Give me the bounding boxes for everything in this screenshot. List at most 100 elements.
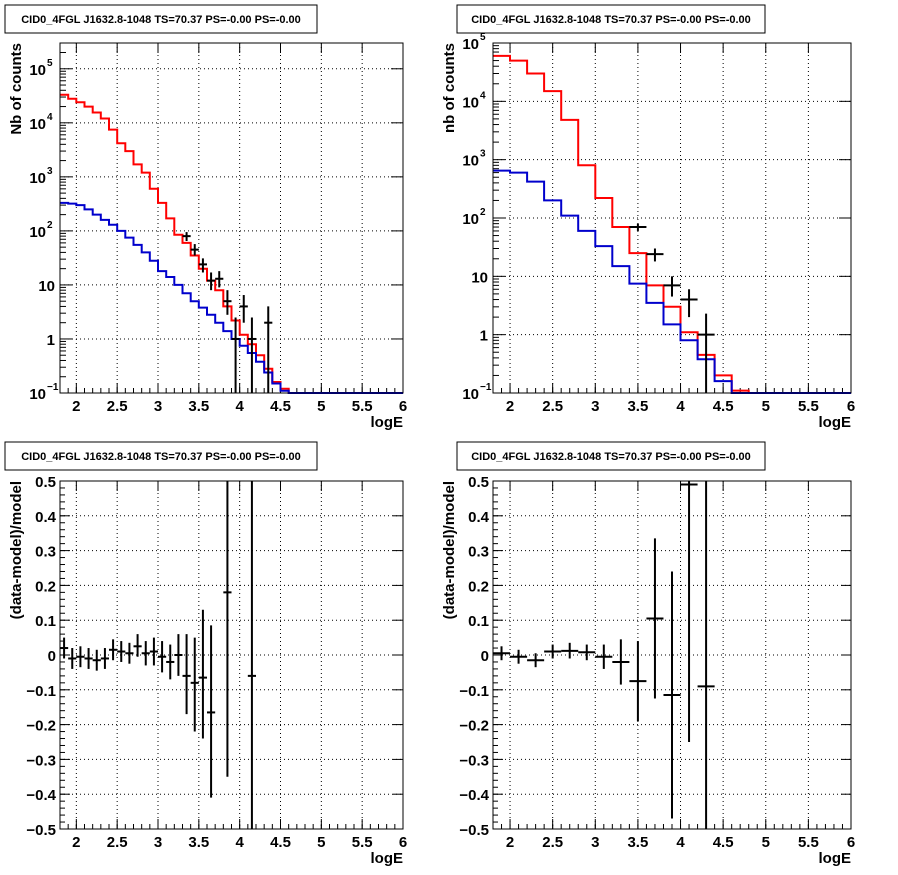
x-tick-label: 5 <box>317 398 325 415</box>
y-tick-label: 0.3 <box>35 544 56 561</box>
y-tick-label: 1 <box>480 328 488 345</box>
x-tick-label: 3.5 <box>188 398 209 415</box>
y-tick-exponent: 5 <box>480 32 486 43</box>
y-tick-label: 10 <box>29 116 46 133</box>
x-axis-label: logE <box>819 850 852 867</box>
chart-title: CID0_4FGL J1632.8-1048 TS=70.37 PS=-0.00… <box>21 14 301 26</box>
y-tick-label: 10 <box>29 62 46 79</box>
x-tick-label: 4 <box>235 834 244 851</box>
y-tick-label: 10 <box>29 170 46 187</box>
y-tick-label: 10 <box>29 386 46 403</box>
x-tick-label: 3 <box>154 834 162 851</box>
x-tick-label: 4.5 <box>270 834 291 851</box>
x-axis-label: logE <box>371 414 404 431</box>
y-tick-label: 0.4 <box>468 509 490 526</box>
plot-frame <box>492 42 852 394</box>
y-axis-label: (data-model)/model <box>441 481 458 619</box>
y-tick-label: 0.4 <box>35 509 57 526</box>
chart-title: CID0_4FGL J1632.8-1048 TS=70.37 PS=-0.00… <box>471 14 751 26</box>
y-tick-label: 0.1 <box>35 613 56 630</box>
y-tick-label: 0.5 <box>35 474 56 491</box>
x-tick-label: 5.5 <box>352 834 373 851</box>
x-tick-label: 6 <box>399 834 407 851</box>
x-tick-label: 3.5 <box>627 834 648 851</box>
x-tick-label: 2 <box>72 398 80 415</box>
chart-panel-1: CID0_4FGL J1632.8-1048 TS=70.37 PS=-0.00… <box>4 4 407 431</box>
x-tick-label: 2.5 <box>542 398 563 415</box>
x-tick-label: 4.5 <box>713 398 734 415</box>
y-tick-label: −0.4 <box>459 787 489 804</box>
y-tick-label: −0.2 <box>459 718 489 735</box>
x-tick-label: 3 <box>591 398 599 415</box>
y-axis-label: Nb of counts <box>8 43 25 135</box>
y-tick-label: −0.5 <box>26 822 56 839</box>
x-tick-label: 3 <box>154 398 162 415</box>
chart-title-box <box>4 4 318 34</box>
y-tick-label: 10 <box>462 153 479 170</box>
y-tick-label: 0.5 <box>468 474 489 491</box>
x-tick-label: 2 <box>506 398 514 415</box>
x-tick-label: 5.5 <box>798 398 819 415</box>
y-tick-label: 10 <box>462 386 479 403</box>
x-tick-label: 2.5 <box>542 834 563 851</box>
y-tick-label: 10 <box>38 278 55 295</box>
x-tick-label: 4 <box>676 834 685 851</box>
y-tick-exponent: 3 <box>47 166 53 177</box>
y-tick-exponent: 2 <box>480 207 486 218</box>
chart-title-box <box>4 441 318 471</box>
x-tick-label: 4.5 <box>270 398 291 415</box>
y-tick-label: 10 <box>29 224 46 241</box>
x-tick-label: 4.5 <box>713 834 734 851</box>
chart-panel-4: CID0_4FGL J1632.8-1048 TS=70.37 PS=-0.00… <box>441 441 855 867</box>
y-tick-label: 0.3 <box>468 544 489 561</box>
y-tick-exponent: 2 <box>47 220 53 231</box>
y-tick-exponent: 3 <box>480 149 486 160</box>
x-tick-label: 5 <box>317 834 325 851</box>
x-tick-label: 3.5 <box>627 398 648 415</box>
x-tick-label: 2 <box>72 834 80 851</box>
chart-panel-2: CID0_4FGL J1632.8-1048 TS=70.37 PS=-0.00… <box>441 4 855 431</box>
x-tick-label: 5 <box>762 834 770 851</box>
y-axis-label: nb of counts <box>441 43 458 133</box>
y-tick-label: −0.4 <box>26 787 56 804</box>
x-axis-label: logE <box>371 850 404 867</box>
y-tick-label: −0.3 <box>459 752 489 769</box>
y-tick-label: 10 <box>471 269 488 286</box>
y-tick-label: 0 <box>481 648 489 665</box>
y-tick-label: −0.2 <box>26 718 56 735</box>
x-axis-label: logE <box>819 414 852 431</box>
x-tick-label: 6 <box>847 834 855 851</box>
x-tick-label: 5 <box>762 398 770 415</box>
y-tick-label: 10 <box>462 94 479 111</box>
y-tick-exponent: −1 <box>47 382 59 393</box>
x-tick-label: 6 <box>399 398 407 415</box>
x-tick-label: 5.5 <box>352 398 373 415</box>
total_model-step-line <box>60 93 403 394</box>
y-tick-label: 0.2 <box>468 578 489 595</box>
y-axis-label: (data-model)/model <box>8 481 25 619</box>
chart-panel-3: CID0_4FGL J1632.8-1048 TS=70.37 PS=-0.00… <box>4 441 407 867</box>
chart-title: CID0_4FGL J1632.8-1048 TS=70.37 PS=-0.00… <box>471 451 751 463</box>
y-tick-label: −0.5 <box>459 822 489 839</box>
x-tick-label: 4 <box>676 398 685 415</box>
x-tick-label: 6 <box>847 398 855 415</box>
x-tick-label: 2 <box>506 834 514 851</box>
total_model-step-line <box>493 54 851 394</box>
x-tick-label: 2.5 <box>107 398 128 415</box>
y-tick-label: −0.3 <box>26 752 56 769</box>
y-tick-label: 10 <box>462 211 479 228</box>
y-tick-label: 10 <box>462 36 479 53</box>
y-tick-label: −0.1 <box>459 683 489 700</box>
x-tick-label: 3 <box>591 834 599 851</box>
plot-frame <box>59 480 404 830</box>
chart-title-box <box>456 441 766 471</box>
y-tick-label: 0 <box>48 648 56 665</box>
y-tick-exponent: 5 <box>47 58 53 69</box>
source_model-step-line <box>60 201 403 394</box>
plot-frame <box>59 42 404 394</box>
y-tick-exponent: 4 <box>47 112 53 123</box>
chart-title-box <box>456 4 766 34</box>
x-tick-label: 3.5 <box>188 834 209 851</box>
y-tick-label: 0.1 <box>468 613 489 630</box>
